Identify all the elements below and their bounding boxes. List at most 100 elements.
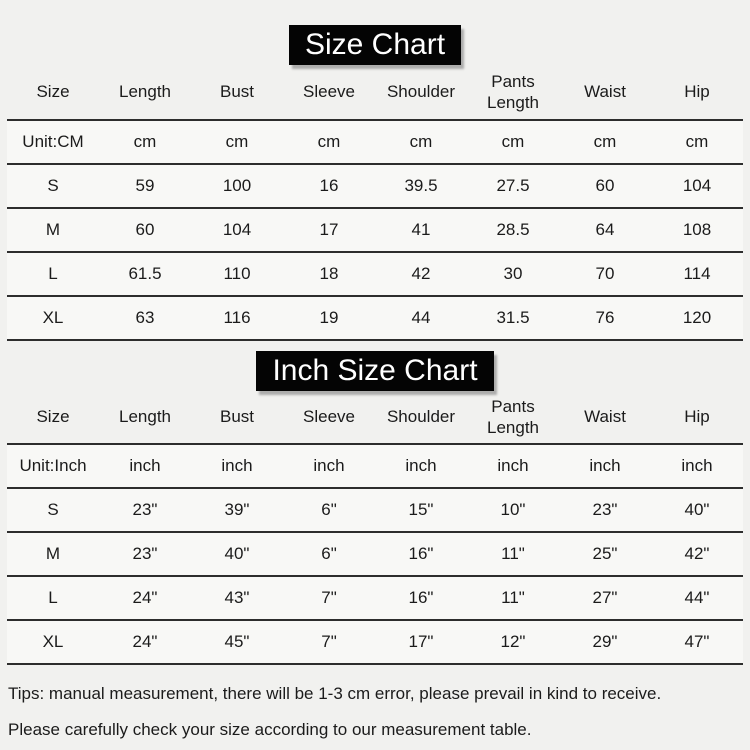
table-cell: 42 bbox=[411, 264, 431, 284]
table-cell: 16 bbox=[319, 176, 339, 196]
table-cell: inch bbox=[405, 456, 437, 476]
column-header-bust: Bust bbox=[219, 82, 255, 102]
table-cell: 29" bbox=[592, 632, 618, 652]
table-cell: 114 bbox=[683, 264, 711, 284]
column-header-length: Length bbox=[119, 82, 171, 102]
table-cell: 12" bbox=[500, 632, 526, 652]
table-cell: inch bbox=[313, 456, 345, 476]
column-header-bust: Bust bbox=[219, 407, 255, 427]
table-cell: 23" bbox=[132, 500, 158, 520]
table-cell: 27" bbox=[592, 588, 618, 608]
divider bbox=[7, 119, 743, 121]
table-cell: Unit:CM bbox=[22, 132, 84, 152]
table-cell: 44" bbox=[684, 588, 710, 608]
inch-header-row: Size Length Bust Sleeve Shoulder Pants L… bbox=[7, 391, 743, 443]
table-cell: inch bbox=[681, 456, 713, 476]
column-header-hip: Hip bbox=[684, 407, 710, 427]
cm-chart-title: Size Chart bbox=[288, 25, 462, 65]
table-cell: 64 bbox=[595, 220, 615, 240]
table-cell: 40" bbox=[684, 500, 710, 520]
table-cell: 15" bbox=[408, 500, 434, 520]
table-cell: 7" bbox=[321, 588, 337, 608]
table-cell: 42" bbox=[684, 544, 710, 564]
table-cell: cm bbox=[685, 132, 709, 152]
table-cell: 100 bbox=[222, 176, 252, 196]
inch-unit-row: Unit:Inch inch inch inch inch inch inch … bbox=[7, 445, 743, 487]
table-cell: 11" bbox=[501, 544, 525, 564]
divider bbox=[7, 339, 743, 341]
table-cell: 11" bbox=[501, 588, 525, 608]
table-cell: 23" bbox=[592, 500, 618, 520]
column-header-sleeve: Sleeve bbox=[303, 82, 355, 102]
table-cell: 39" bbox=[224, 500, 250, 520]
table-cell: 23" bbox=[132, 544, 158, 564]
divider bbox=[7, 207, 743, 209]
column-header-size: Size bbox=[36, 407, 70, 427]
tip-check-size: Please carefully check your size accordi… bbox=[8, 720, 532, 740]
table-cell: 108 bbox=[682, 220, 712, 240]
table-cell: 6" bbox=[321, 544, 337, 564]
table-cell: M bbox=[45, 220, 61, 240]
inch-row-m: M 23" 40" 6" 16" 11" 25" 42" bbox=[7, 533, 743, 575]
column-header-shoulder: Shoulder bbox=[386, 82, 456, 102]
table-cell: 116 bbox=[223, 308, 251, 328]
table-cell: 43" bbox=[224, 588, 250, 608]
cm-row-s: S 59 100 16 39.5 27.5 60 104 bbox=[7, 165, 743, 207]
divider bbox=[7, 487, 743, 489]
divider bbox=[7, 251, 743, 253]
table-cell: 24" bbox=[132, 632, 158, 652]
table-cell: 40" bbox=[224, 544, 250, 564]
table-cell: 63 bbox=[135, 308, 155, 328]
table-cell: 44 bbox=[411, 308, 431, 328]
divider bbox=[7, 575, 743, 577]
cm-row-xl: XL 63 116 19 44 31.5 76 120 bbox=[7, 297, 743, 339]
divider bbox=[7, 163, 743, 165]
table-cell: 27.5 bbox=[496, 176, 530, 196]
table-cell: 104 bbox=[682, 176, 712, 196]
table-cell: inch bbox=[497, 456, 529, 476]
divider bbox=[7, 619, 743, 621]
table-cell: 47" bbox=[684, 632, 710, 652]
table-cell: 24" bbox=[132, 588, 158, 608]
cm-row-l: L 61.5 110 18 42 30 70 114 bbox=[7, 253, 743, 295]
column-header-sleeve: Sleeve bbox=[303, 407, 355, 427]
divider bbox=[7, 443, 743, 445]
table-cell: XL bbox=[42, 308, 64, 328]
column-header-pants-length: Pants Length bbox=[487, 71, 539, 112]
divider bbox=[7, 295, 743, 297]
table-cell: 28.5 bbox=[496, 220, 530, 240]
table-cell: 45" bbox=[224, 632, 250, 652]
table-cell: 30 bbox=[503, 264, 523, 284]
table-cell: 6" bbox=[321, 500, 337, 520]
table-cell: L bbox=[48, 588, 58, 608]
table-cell: M bbox=[45, 544, 61, 564]
inch-chart-title: Inch Size Chart bbox=[256, 351, 494, 391]
table-cell: 16" bbox=[408, 544, 434, 564]
table-cell: inch bbox=[129, 456, 161, 476]
divider bbox=[7, 663, 743, 665]
table-cell: cm bbox=[133, 132, 157, 152]
table-cell: inch bbox=[589, 456, 621, 476]
cm-row-m: M 60 104 17 41 28.5 64 108 bbox=[7, 209, 743, 251]
table-cell: S bbox=[47, 500, 59, 520]
table-cell: 61.5 bbox=[128, 264, 162, 284]
inch-size-table: Size Length Bust Sleeve Shoulder Pants L… bbox=[7, 391, 743, 665]
table-cell: 31.5 bbox=[496, 308, 530, 328]
column-header-length: Length bbox=[119, 407, 171, 427]
table-cell: 19 bbox=[319, 308, 339, 328]
table-cell: S bbox=[47, 176, 59, 196]
table-cell: 7" bbox=[321, 632, 337, 652]
table-cell: cm bbox=[317, 132, 341, 152]
table-cell: 16" bbox=[408, 588, 434, 608]
table-cell: 41 bbox=[411, 220, 431, 240]
table-cell: 70 bbox=[595, 264, 615, 284]
table-cell: 76 bbox=[595, 308, 615, 328]
footer-notes: Tips: manual measurement, there will be … bbox=[8, 683, 742, 741]
table-cell: 60 bbox=[595, 176, 615, 196]
table-cell: 60 bbox=[135, 220, 155, 240]
cm-size-table: Size Length Bust Sleeve Shoulder Pants L… bbox=[7, 65, 743, 341]
table-cell: 10" bbox=[500, 500, 526, 520]
table-cell: L bbox=[48, 264, 58, 284]
column-header-waist: Waist bbox=[584, 407, 626, 427]
